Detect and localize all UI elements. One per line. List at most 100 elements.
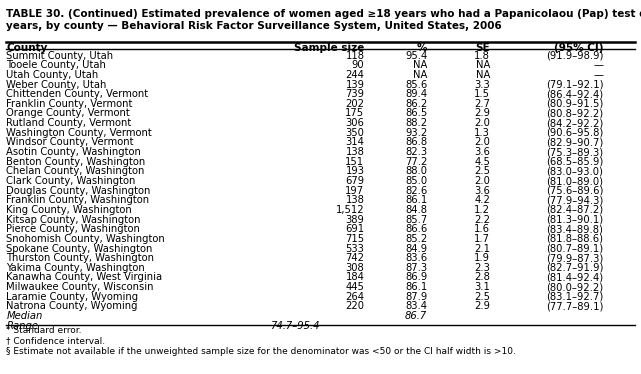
Text: Median: Median bbox=[6, 311, 43, 321]
Text: 197: 197 bbox=[345, 186, 365, 196]
Text: 86.7: 86.7 bbox=[405, 311, 428, 321]
Text: 445: 445 bbox=[345, 282, 365, 292]
Text: 2.9: 2.9 bbox=[474, 301, 490, 312]
Text: (83.4–89.8): (83.4–89.8) bbox=[546, 224, 603, 234]
Text: 87.3: 87.3 bbox=[405, 263, 428, 273]
Text: 82.3: 82.3 bbox=[405, 147, 428, 157]
Text: (75.6–89.6): (75.6–89.6) bbox=[545, 186, 603, 196]
Text: 88.2: 88.2 bbox=[405, 118, 428, 128]
Text: Rutland County, Vermont: Rutland County, Vermont bbox=[6, 118, 131, 128]
Text: 74.7–95.4: 74.7–95.4 bbox=[271, 321, 320, 331]
Text: (77.7–89.1): (77.7–89.1) bbox=[545, 301, 603, 312]
Text: 2.7: 2.7 bbox=[474, 99, 490, 109]
Text: (82.4–87.2): (82.4–87.2) bbox=[546, 205, 603, 215]
Text: 4.5: 4.5 bbox=[474, 157, 490, 167]
Text: 389: 389 bbox=[345, 215, 365, 225]
Text: Kitsap County, Washington: Kitsap County, Washington bbox=[6, 215, 141, 225]
Text: 2.5: 2.5 bbox=[474, 166, 490, 177]
Text: Weber County, Utah: Weber County, Utah bbox=[6, 80, 107, 89]
Text: 1.2: 1.2 bbox=[474, 205, 490, 215]
Text: † Confidence interval.: † Confidence interval. bbox=[6, 337, 106, 346]
Text: Washington County, Vermont: Washington County, Vermont bbox=[6, 128, 152, 138]
Text: 3.6: 3.6 bbox=[474, 147, 490, 157]
Text: 3.1: 3.1 bbox=[474, 282, 490, 292]
Text: (81.4–92.4): (81.4–92.4) bbox=[546, 273, 603, 282]
Text: 95.4: 95.4 bbox=[405, 50, 428, 61]
Text: 1.7: 1.7 bbox=[474, 234, 490, 244]
Text: (82.7–91.9): (82.7–91.9) bbox=[545, 263, 603, 273]
Text: (86.4–92.4): (86.4–92.4) bbox=[546, 89, 603, 99]
Text: (84.2–92.2): (84.2–92.2) bbox=[546, 118, 603, 128]
Text: Kanawha County, West Virginia: Kanawha County, West Virginia bbox=[6, 273, 163, 282]
Text: Snohomish County, Washington: Snohomish County, Washington bbox=[6, 234, 165, 244]
Text: (80.7–89.1): (80.7–89.1) bbox=[546, 243, 603, 254]
Text: 2.8: 2.8 bbox=[474, 273, 490, 282]
Text: King County, Washington: King County, Washington bbox=[6, 205, 132, 215]
Text: 193: 193 bbox=[345, 166, 365, 177]
Text: Benton County, Washington: Benton County, Washington bbox=[6, 157, 146, 167]
Text: 86.5: 86.5 bbox=[405, 108, 428, 119]
Text: 84.9: 84.9 bbox=[405, 243, 428, 254]
Text: (82.9–90.7): (82.9–90.7) bbox=[546, 137, 603, 147]
Text: Franklin County, Vermont: Franklin County, Vermont bbox=[6, 99, 133, 109]
Text: 1.3: 1.3 bbox=[474, 128, 490, 138]
Text: Natrona County, Wyoming: Natrona County, Wyoming bbox=[6, 301, 138, 312]
Text: 1,512: 1,512 bbox=[336, 205, 365, 215]
Text: 93.2: 93.2 bbox=[405, 128, 428, 138]
Text: (80.0–92.2): (80.0–92.2) bbox=[546, 282, 603, 292]
Text: —: — bbox=[593, 70, 603, 80]
Text: (83.0–93.0): (83.0–93.0) bbox=[546, 166, 603, 177]
Text: 83.6: 83.6 bbox=[405, 253, 428, 263]
Text: 85.2: 85.2 bbox=[405, 234, 428, 244]
Text: TABLE 30. (Continued) Estimated prevalence of women aged ≥18 years who had a Pap: TABLE 30. (Continued) Estimated prevalen… bbox=[6, 9, 641, 31]
Text: 118: 118 bbox=[345, 50, 365, 61]
Text: 264: 264 bbox=[345, 292, 365, 302]
Text: Utah County, Utah: Utah County, Utah bbox=[6, 70, 99, 80]
Text: Thurston County, Washington: Thurston County, Washington bbox=[6, 253, 154, 263]
Text: 1.5: 1.5 bbox=[474, 89, 490, 99]
Text: 85.0: 85.0 bbox=[405, 176, 428, 186]
Text: Sample size: Sample size bbox=[294, 43, 365, 53]
Text: (81.0–89.0): (81.0–89.0) bbox=[546, 176, 603, 186]
Text: 1.6: 1.6 bbox=[474, 224, 490, 234]
Text: 2.0: 2.0 bbox=[474, 137, 490, 147]
Text: 77.2: 77.2 bbox=[405, 157, 428, 167]
Text: 151: 151 bbox=[345, 157, 365, 167]
Text: 244: 244 bbox=[345, 70, 365, 80]
Text: 679: 679 bbox=[345, 176, 365, 186]
Text: Milwaukee County, Wisconsin: Milwaukee County, Wisconsin bbox=[6, 282, 154, 292]
Text: 2.5: 2.5 bbox=[474, 292, 490, 302]
Text: (75.3–89.3): (75.3–89.3) bbox=[546, 147, 603, 157]
Text: 306: 306 bbox=[345, 118, 365, 128]
Text: Range: Range bbox=[6, 321, 38, 331]
Text: Pierce County, Washington: Pierce County, Washington bbox=[6, 224, 140, 234]
Text: SE: SE bbox=[476, 43, 490, 53]
Text: 85.6: 85.6 bbox=[405, 80, 428, 89]
Text: (79.9–87.3): (79.9–87.3) bbox=[546, 253, 603, 263]
Text: 86.8: 86.8 bbox=[405, 137, 428, 147]
Text: (83.1–92.7): (83.1–92.7) bbox=[546, 292, 603, 302]
Text: Asotin County, Washington: Asotin County, Washington bbox=[6, 147, 141, 157]
Text: Clark County, Washington: Clark County, Washington bbox=[6, 176, 136, 186]
Text: 84.8: 84.8 bbox=[405, 205, 428, 215]
Text: %: % bbox=[417, 43, 428, 53]
Text: 139: 139 bbox=[345, 80, 365, 89]
Text: 86.2: 86.2 bbox=[405, 99, 428, 109]
Text: 175: 175 bbox=[345, 108, 365, 119]
Text: 87.9: 87.9 bbox=[405, 292, 428, 302]
Text: NA: NA bbox=[413, 60, 428, 70]
Text: Yakima County, Washington: Yakima County, Washington bbox=[6, 263, 145, 273]
Text: 2.1: 2.1 bbox=[474, 243, 490, 254]
Text: 350: 350 bbox=[345, 128, 365, 138]
Text: Summit County, Utah: Summit County, Utah bbox=[6, 50, 113, 61]
Text: Orange County, Vermont: Orange County, Vermont bbox=[6, 108, 130, 119]
Text: 2.2: 2.2 bbox=[474, 215, 490, 225]
Text: —: — bbox=[593, 60, 603, 70]
Text: 739: 739 bbox=[345, 89, 365, 99]
Text: 2.0: 2.0 bbox=[474, 176, 490, 186]
Text: 1.9: 1.9 bbox=[474, 253, 490, 263]
Text: NA: NA bbox=[413, 70, 428, 80]
Text: 742: 742 bbox=[345, 253, 365, 263]
Text: 2.3: 2.3 bbox=[474, 263, 490, 273]
Text: 85.7: 85.7 bbox=[405, 215, 428, 225]
